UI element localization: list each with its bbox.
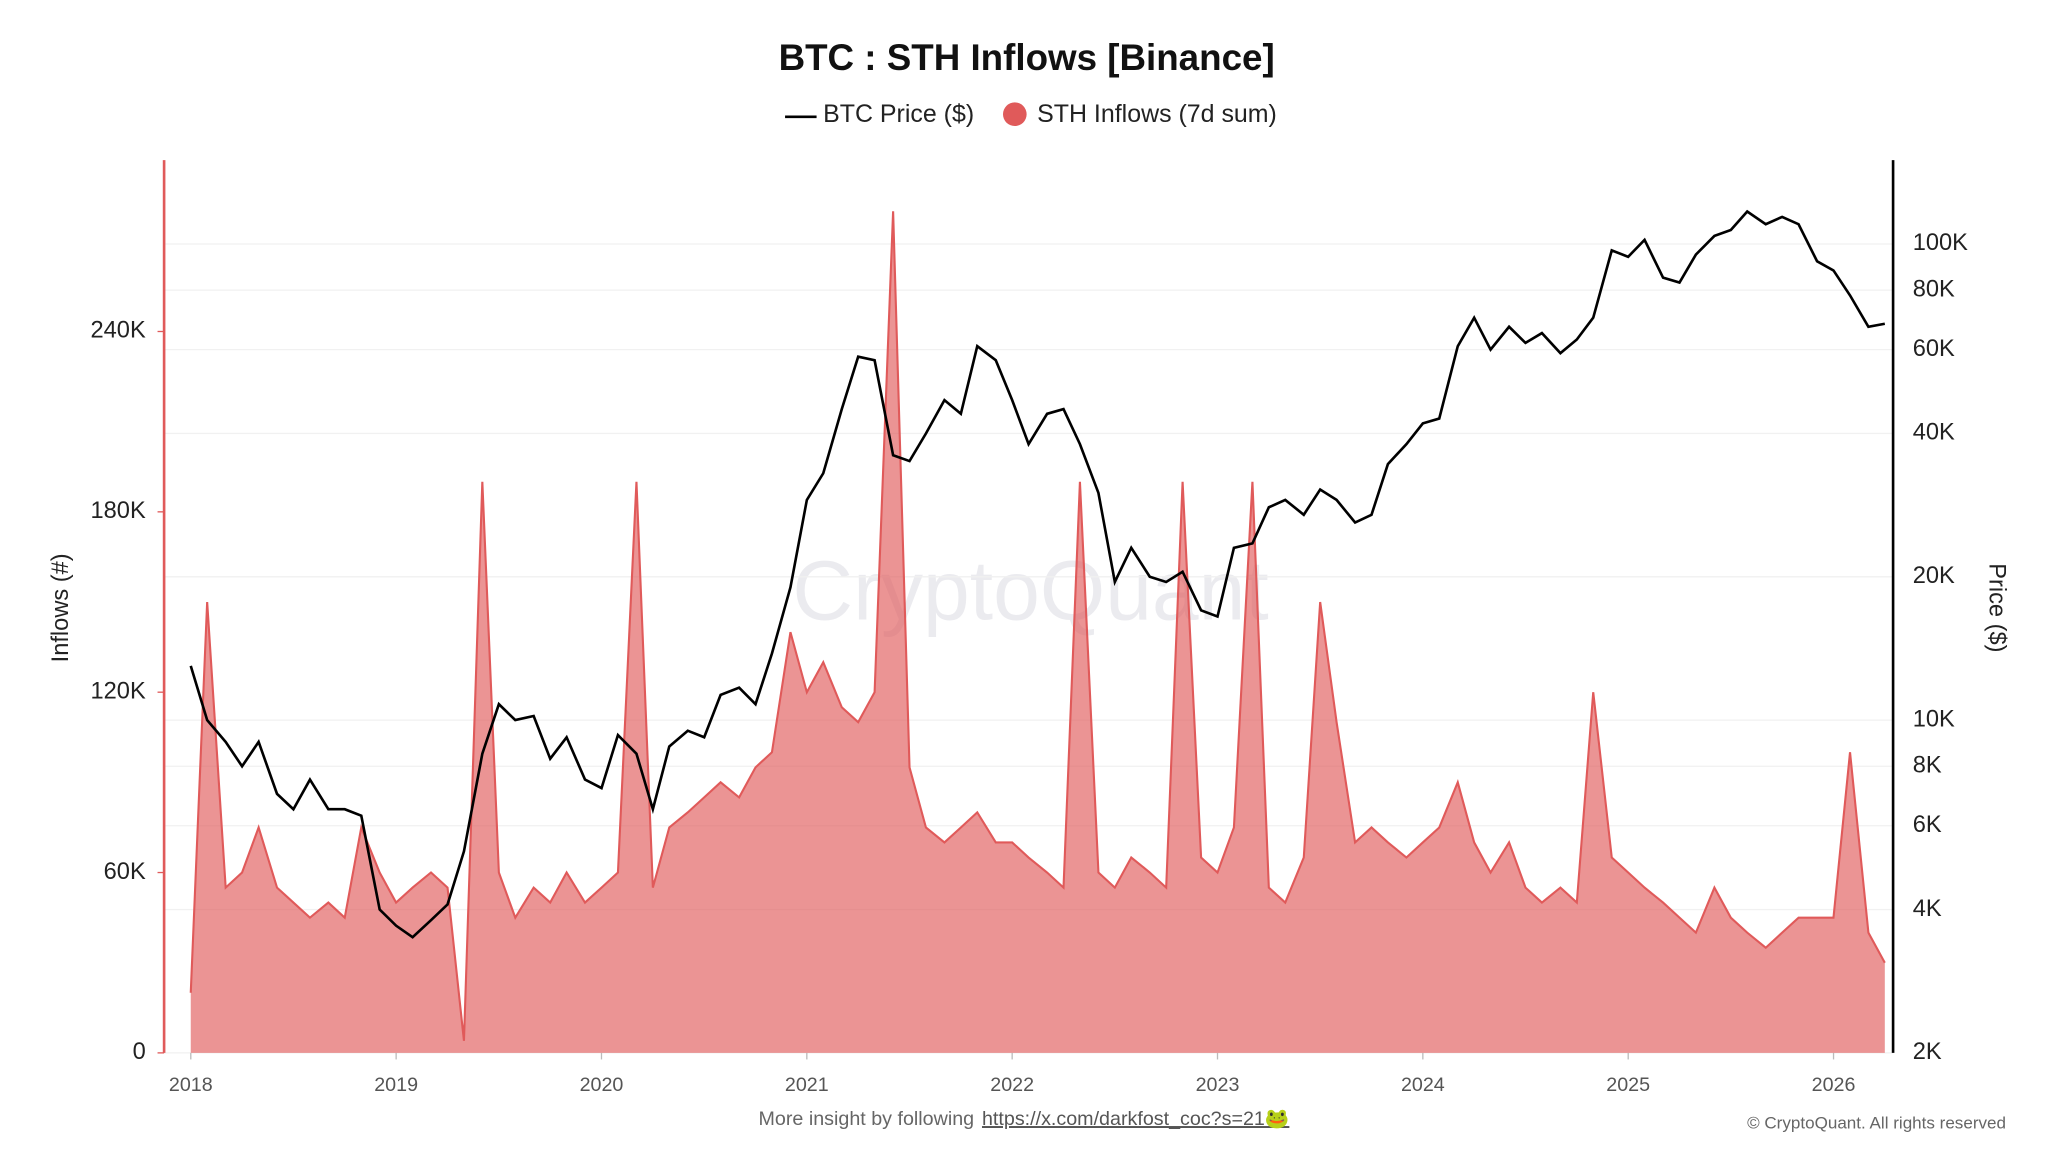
x-tick-label: 2018 xyxy=(169,1074,213,1096)
copyright: © CryptoQuant. All rights reserved xyxy=(1747,1113,2006,1132)
y2-tick-label: 8K xyxy=(1913,752,1942,778)
x-tick-label: 2022 xyxy=(990,1074,1034,1096)
y-tick-label: 120K xyxy=(91,678,146,704)
x-tick-label: 2021 xyxy=(785,1074,829,1096)
x-tick-label: 2024 xyxy=(1401,1074,1445,1096)
y2-tick-label: 10K xyxy=(1913,706,1955,732)
footer-text: More insight by following xyxy=(759,1108,975,1130)
y2-tick-label: 4K xyxy=(1913,896,1942,922)
area-line xyxy=(189,211,1886,1041)
chart-title: BTC : STH Inflows [Binance] xyxy=(779,37,1275,78)
legend-label: BTC Price ($) xyxy=(823,100,974,128)
y2-axis-title: Price ($) xyxy=(1983,563,2009,652)
footer-link[interactable]: https://x.com/darkfost_coc?s=21🐸 xyxy=(982,1108,1289,1130)
x-tick-label: 2020 xyxy=(580,1074,624,1096)
y2-tick-label: 2K xyxy=(1913,1039,1942,1065)
price-line xyxy=(189,209,1886,939)
x-tick-label: 2023 xyxy=(1196,1074,1240,1096)
y2-tick-label: 100K xyxy=(1913,230,1968,256)
watermark: CryptoQuant xyxy=(792,544,1268,638)
x-tick-label: 2025 xyxy=(1606,1074,1650,1096)
y-tick-label: 240K xyxy=(91,318,146,344)
legend-label: STH Inflows (7d sum) xyxy=(1037,100,1277,128)
area xyxy=(190,211,1885,1053)
y-axis-title: Inflows (#) xyxy=(48,553,74,662)
x-tick-label: 2019 xyxy=(374,1074,418,1096)
y-tick-label: 0 xyxy=(133,1039,146,1065)
x-tick-label: 2026 xyxy=(1812,1074,1856,1096)
y2-tick-label: 60K xyxy=(1913,336,1955,362)
y-tick-label: 180K xyxy=(91,498,146,524)
y2-tick-label: 80K xyxy=(1913,276,1955,302)
y-tick-label: 60K xyxy=(104,859,146,885)
legend-swatch xyxy=(1002,102,1027,127)
y2-tick-label: 40K xyxy=(1913,420,1955,446)
y2-tick-label: 6K xyxy=(1913,812,1942,838)
y2-tick-label: 20K xyxy=(1913,563,1955,589)
